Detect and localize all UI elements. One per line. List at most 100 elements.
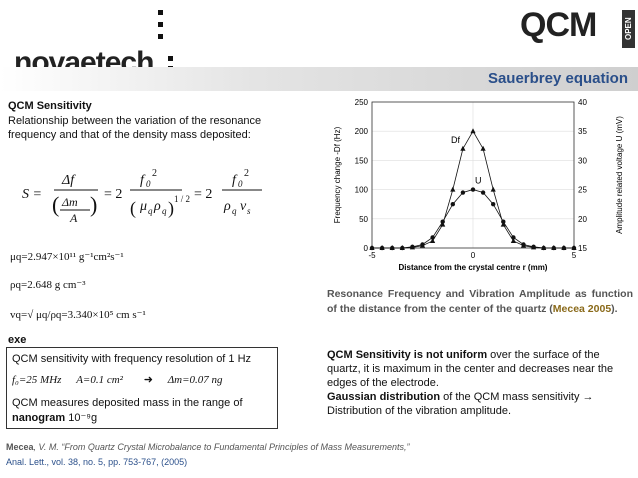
data-point	[500, 221, 506, 227]
constant-velocity: vq=√ μq/ρq=3.340×10⁵ cm s⁻¹	[10, 309, 146, 321]
svg-text:A: A	[69, 211, 78, 225]
svg-text:ρ: ρ	[153, 199, 161, 214]
chart-caption: Resonance Frequency and Vibration Amplit…	[327, 288, 633, 315]
data-point	[571, 245, 577, 251]
y-right-tick-label: 25	[578, 186, 587, 195]
y-tick-label: 200	[355, 127, 369, 136]
data-point	[460, 145, 466, 151]
y-right-tick-label: 20	[578, 215, 587, 224]
arrow-icon: ➜	[143, 374, 153, 386]
box-line-4: nanogram 10⁻⁹g	[12, 411, 97, 424]
y-right-tick-label: 35	[578, 127, 587, 136]
nanogram-word: nanogram	[12, 412, 66, 424]
box-line-1: QCM sensitivity with frequency resolutio…	[12, 353, 252, 365]
data-point	[430, 237, 436, 243]
y-tick-label: 0	[364, 244, 369, 253]
reference-line-1: Mecea, V. M. “From Quartz Crystal Microb…	[6, 442, 409, 452]
data-point	[430, 235, 435, 240]
data-point	[521, 242, 526, 247]
data-point	[460, 190, 466, 195]
svg-text:ρ: ρ	[223, 199, 231, 214]
intro-text: Relationship between the variation of th…	[8, 115, 262, 141]
slide-title: Sauerbrey equation	[487, 70, 628, 87]
y-axis-label: Frequency change -Df (Hz)	[333, 126, 342, 223]
y-right-tick-label: 40	[578, 98, 587, 107]
x-axis-label: Distance from the crystal centre r (mm)	[399, 263, 548, 272]
note-text-2: of the QCM mass sensitivity → Distributi…	[327, 391, 594, 417]
svg-text:2: 2	[244, 168, 249, 179]
box-dm: Δm=0.07 ng	[167, 374, 223, 386]
svg-text:q: q	[232, 206, 237, 216]
sensitivity-note: QCM Sensitivity is not uniform over the …	[327, 348, 633, 418]
data-point	[490, 186, 496, 192]
data-point	[491, 202, 496, 207]
caption-ref: Mecea 2005	[552, 303, 612, 315]
reference-journal[interactable]: Anal. Lett., vol. 38, no. 5, pp. 753-767…	[6, 457, 188, 467]
data-point	[470, 128, 476, 134]
svg-text:= 2: = 2	[194, 187, 212, 202]
nanogram-range: 10⁻⁹g	[68, 412, 98, 424]
x-tick-label: 5	[572, 251, 577, 260]
data-point	[531, 244, 536, 250]
svg-text:s: s	[247, 206, 251, 216]
svg-text:q: q	[162, 206, 167, 216]
qcm-logo: QCM	[520, 6, 597, 44]
data-point	[551, 245, 556, 251]
data-point	[440, 221, 446, 227]
data-point	[510, 237, 516, 243]
data-point	[440, 219, 445, 224]
data-point	[501, 219, 506, 224]
section-title: QCM Sensitivity	[8, 100, 92, 112]
svg-text:0: 0	[146, 179, 151, 189]
data-point	[379, 245, 385, 251]
y-right-tick-label: 30	[578, 156, 587, 165]
data-point	[369, 245, 375, 251]
box-line-3: QCM measures deposited mass in the range…	[12, 397, 243, 409]
svg-text:): )	[168, 198, 174, 219]
box-area: A=0.1 cm²	[76, 374, 123, 386]
y-tick-label: 250	[355, 98, 369, 107]
svg-text:f: f	[232, 173, 238, 188]
svg-text:S =: S =	[22, 187, 42, 202]
data-point	[561, 245, 567, 251]
data-point	[470, 187, 476, 192]
svg-text:1 / 2: 1 / 2	[174, 194, 190, 204]
y-right-axis-label: Amplitude related voltage U (mV)	[615, 116, 624, 234]
svg-text:= 2: = 2	[104, 187, 122, 202]
constant-mu: μq=2.947×10¹¹ g⁻¹cm²s⁻¹	[10, 251, 124, 263]
exe-label: exe	[8, 334, 27, 346]
data-point	[410, 244, 415, 250]
data-point	[541, 245, 546, 251]
data-point	[450, 186, 456, 192]
box-formula: f₀=25 MHz A=0.1 cm² ➜ Δm=0.07 ng	[12, 373, 223, 386]
svg-text:): )	[90, 192, 97, 217]
reference-title: , V. M. “From Quartz Crystal Microbalanc…	[33, 442, 410, 452]
svg-text:Δf: Δf	[61, 173, 76, 188]
y-tick-label: 100	[355, 186, 369, 195]
data-point	[480, 190, 486, 195]
box-f0: f₀=25 MHz	[12, 374, 62, 386]
data-point	[480, 145, 486, 151]
header-bar	[0, 67, 638, 91]
constant-rho: ρq=2.648 g cm⁻³	[10, 279, 86, 291]
data-point	[400, 245, 405, 251]
series-label: Df	[451, 135, 460, 145]
x-tick-label: 0	[471, 251, 476, 260]
y-right-tick-label: 15	[578, 244, 587, 253]
reference-author: Mecea	[6, 442, 34, 452]
example-box	[6, 347, 278, 429]
svg-text:(: (	[130, 198, 136, 219]
svg-text:f: f	[140, 173, 146, 188]
y-tick-label: 150	[355, 156, 369, 165]
svg-text:v: v	[240, 199, 247, 214]
data-point	[450, 202, 455, 207]
plot-frame	[371, 101, 575, 249]
note-text-1: over the surface of the quartz, it is ma…	[327, 349, 614, 389]
note-bold-2: Gaussian distribution	[327, 391, 441, 403]
note-bold-1: QCM Sensitivity is not uniform	[327, 349, 488, 361]
svg-text:0: 0	[238, 179, 243, 189]
svg-text:(: (	[52, 192, 59, 217]
x-tick-label: -5	[368, 251, 376, 260]
data-point	[420, 242, 425, 247]
